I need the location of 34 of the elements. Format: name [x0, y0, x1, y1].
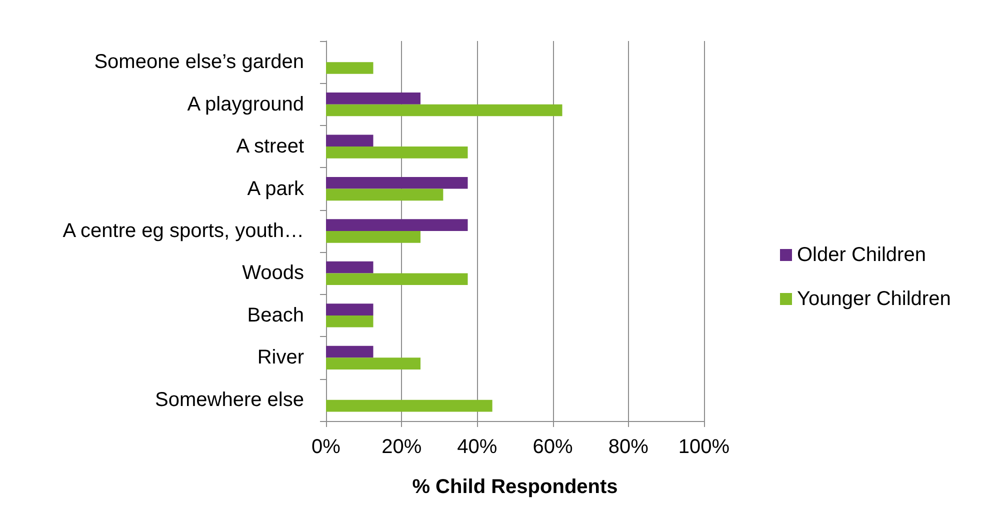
bar: [326, 219, 468, 231]
bar: [326, 62, 374, 74]
bar: [326, 104, 562, 116]
legend-label: Younger Children: [797, 288, 951, 310]
y-tick-label: Woods: [242, 262, 304, 284]
bar: [326, 273, 468, 286]
x-tick-label: 20%: [382, 436, 422, 458]
bar: [326, 134, 374, 147]
y-tick-label: Somewhere else: [155, 388, 304, 411]
y-tick-label: A park: [247, 178, 305, 200]
bar: [326, 304, 374, 316]
bar: [326, 346, 374, 358]
y-tick-label: A centre eg sports, youth…: [62, 220, 304, 242]
y-tick-label: Beach: [247, 304, 304, 326]
bar: [326, 261, 374, 274]
bar: [326, 188, 444, 201]
y-tick-label: River: [257, 346, 304, 369]
x-tick-label: 80%: [608, 436, 649, 458]
bar: [326, 176, 468, 189]
bar: [326, 146, 468, 158]
y-tick-label: Someone else’s garden: [94, 51, 304, 74]
bar: [326, 400, 492, 412]
y-tick-label: A playground: [187, 93, 304, 116]
legend-label: Older Children: [797, 244, 926, 266]
bar: [326, 92, 420, 104]
x-tick-label: 100%: [678, 436, 730, 458]
x-tick-label: 40%: [457, 436, 498, 458]
x-tick-label: 60%: [532, 436, 574, 458]
bar: [326, 358, 420, 370]
x-axis-title: % Child Respondents: [412, 476, 618, 498]
bar: [326, 231, 420, 243]
bar: [326, 315, 374, 328]
y-tick-label: A street: [236, 136, 304, 158]
x-tick-label: 0%: [312, 436, 341, 458]
